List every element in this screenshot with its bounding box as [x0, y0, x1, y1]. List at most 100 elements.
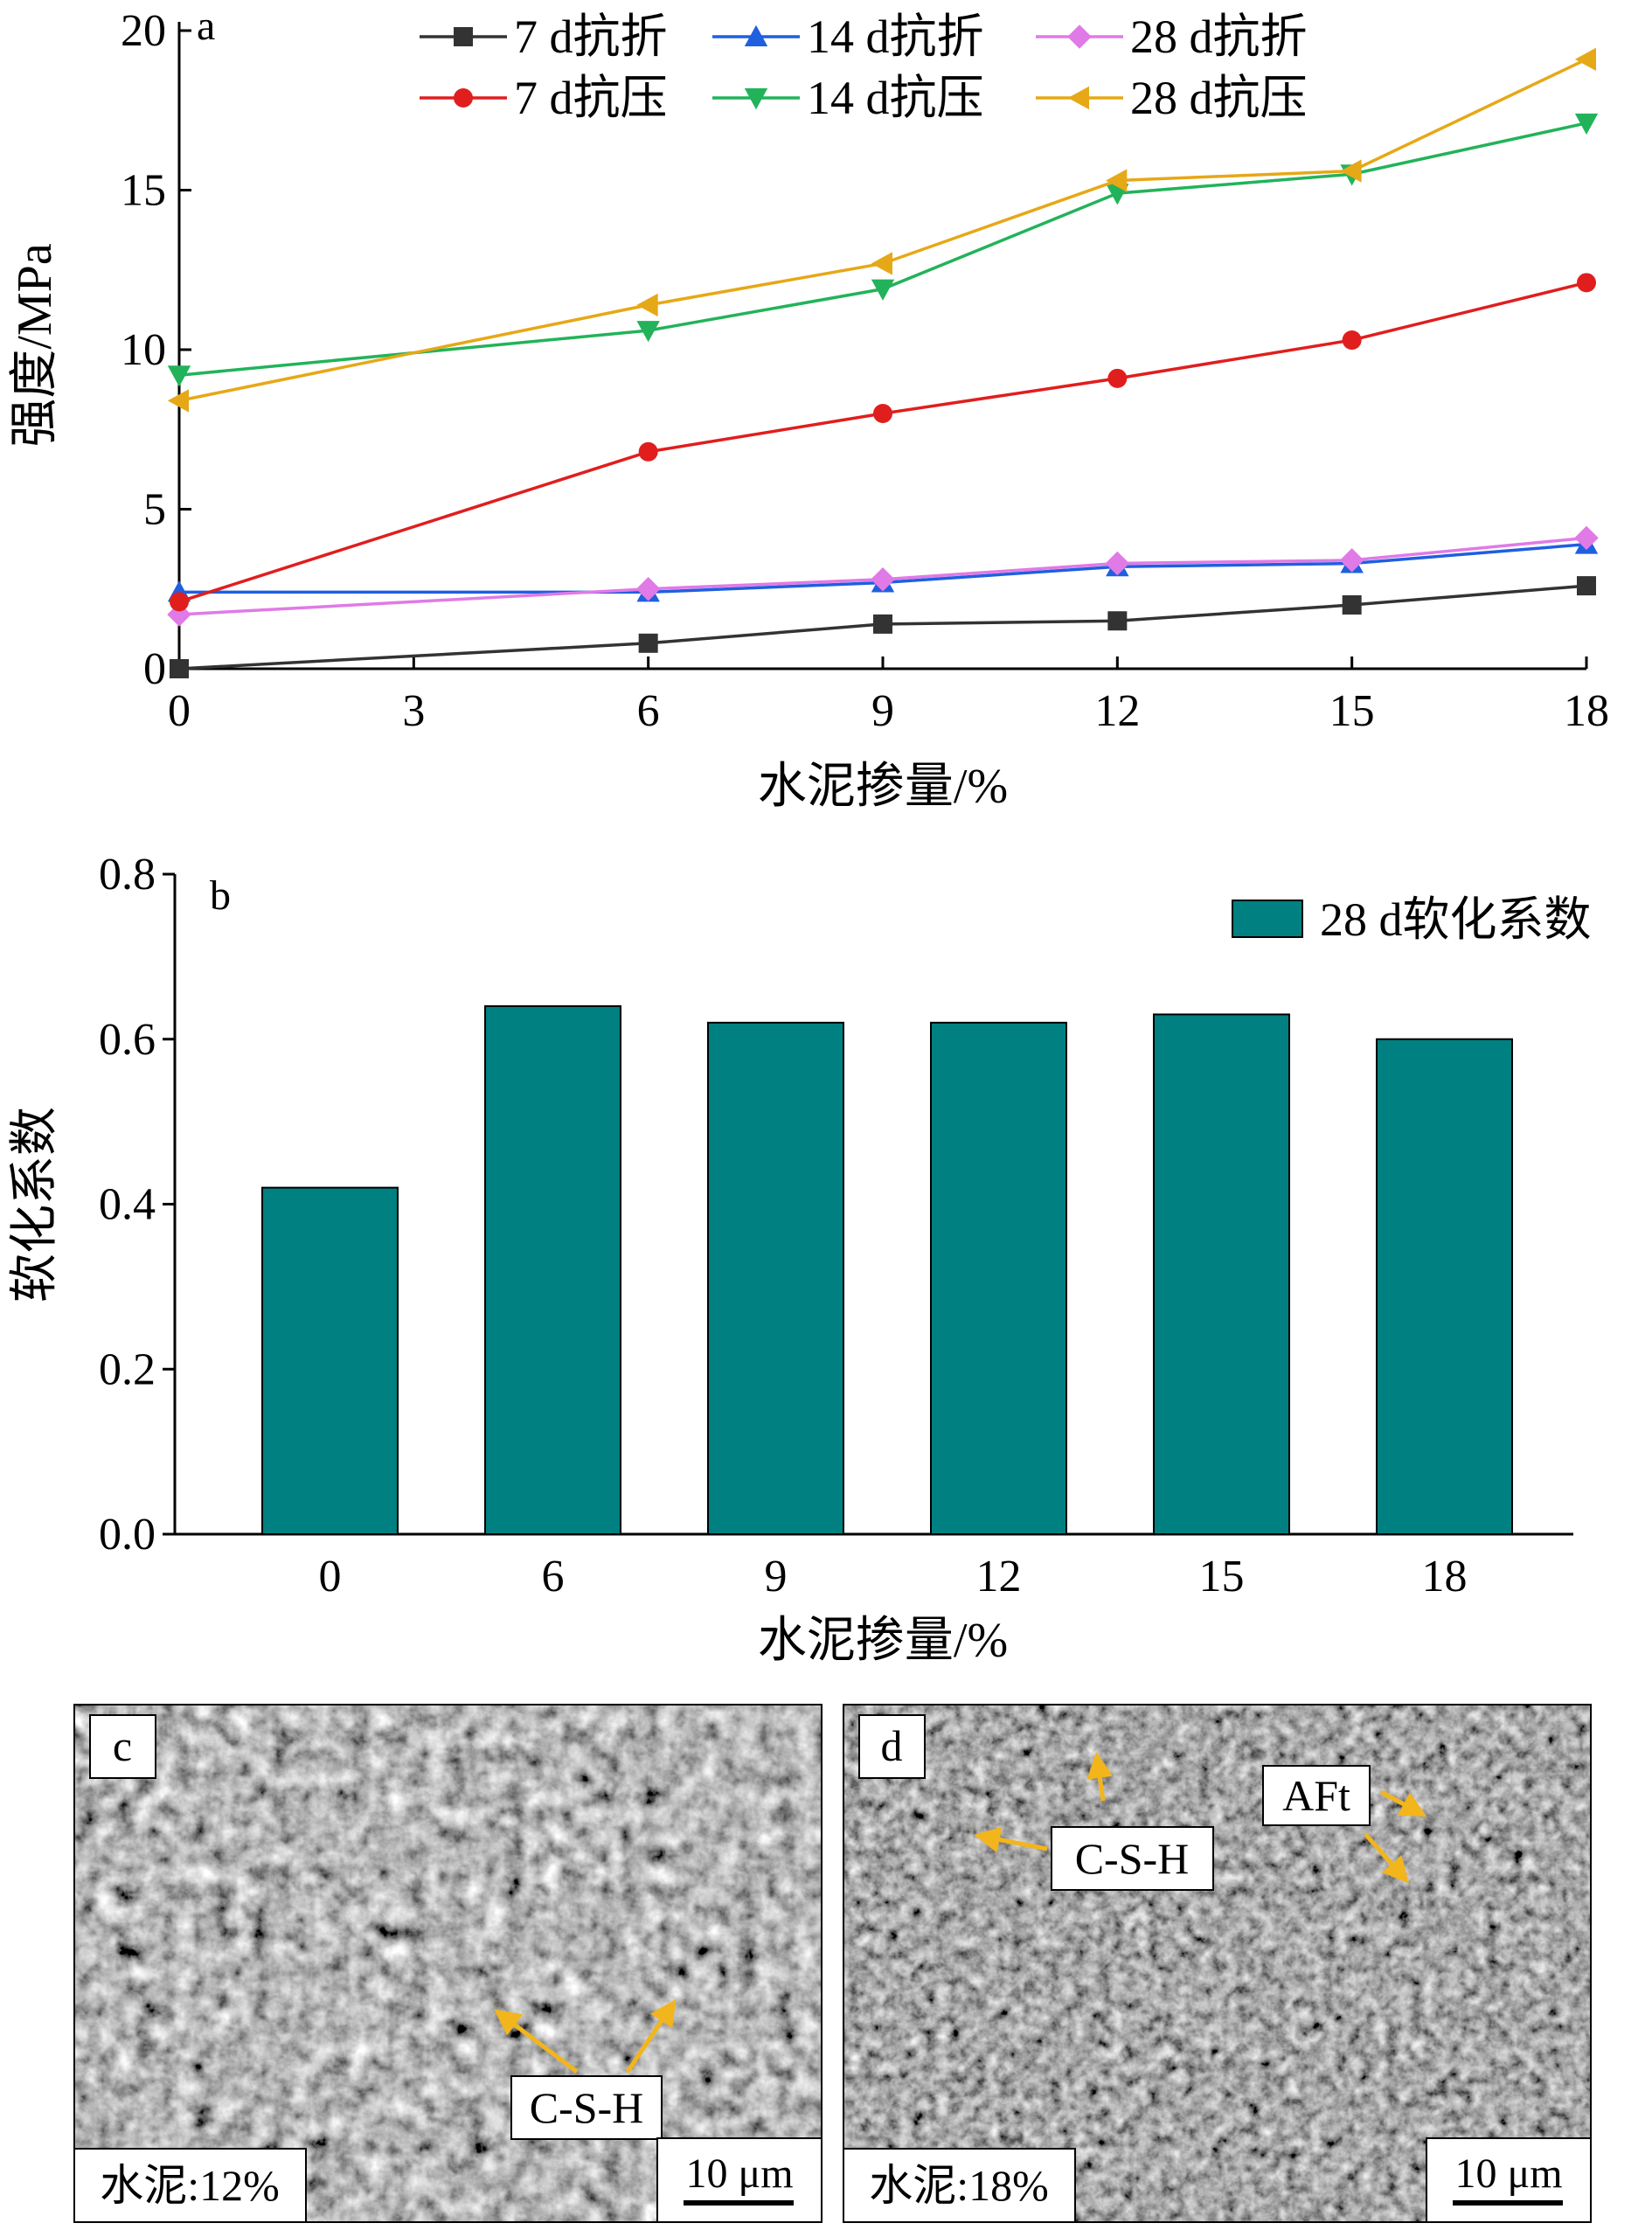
series-line-4: [170, 273, 1596, 612]
legend-b: 28 d软化系数: [1232, 893, 1592, 946]
annotation-arrow-c-1: [494, 2009, 579, 2074]
x-tick-label-a: 6: [637, 686, 660, 736]
point: [873, 614, 892, 634]
x-tick-label-b: 9: [765, 1552, 788, 1601]
point: [636, 293, 658, 317]
y-tick-label-a: 0: [143, 644, 166, 694]
panel-label-b: b: [210, 872, 231, 919]
bar: [1376, 1038, 1513, 1535]
x-tick-label-b: 15: [1199, 1552, 1245, 1601]
annotation-arrow-d-4: [1364, 1832, 1409, 1884]
line-chart-panel-a: 0 5 10 15 20 0 3 6 9 12 15 18 a 水泥掺量/% 强度/MPa 7 d抗…: [8, 3, 1609, 814]
legend-label-a: 28 d抗压: [1130, 72, 1308, 124]
y-tick-label-b: 0.0: [99, 1510, 156, 1560]
sem-texture-c: [74, 1705, 822, 2222]
legend-swatch-b: [1232, 900, 1303, 938]
legend-label-a: 14 d抗压: [807, 72, 984, 124]
point: [1577, 273, 1596, 293]
series-line-6: [167, 47, 1596, 413]
y-tick-label-b: 0.2: [99, 1344, 156, 1394]
annotation-label-d-aft: AFt: [1282, 1771, 1350, 1820]
point: [1342, 330, 1362, 351]
x-tick-label-b: 6: [542, 1552, 565, 1601]
point: [873, 404, 892, 423]
legend-entry-a: 28 d抗折: [1036, 10, 1308, 63]
scalebar-label-c: 10 μm: [685, 2150, 793, 2197]
annotation-box-d-csh: [1051, 1826, 1214, 1891]
series-path: [178, 536, 1587, 616]
legend-entry-a: 7 d抗压: [420, 72, 668, 124]
y-tick-label-a: 10: [121, 325, 166, 375]
legend-entry-a: 28 d抗压: [1036, 72, 1308, 124]
legend-entry-a: 7 d抗折: [420, 10, 668, 63]
bars-b: [261, 1005, 1513, 1535]
series-path: [178, 122, 1587, 377]
caption-c: 水泥:12%: [100, 2161, 280, 2210]
point: [744, 88, 768, 110]
x-ticks-a: 0 3 6 9 12 15 18: [168, 656, 1609, 736]
bar: [707, 1021, 844, 1535]
series-a: [167, 47, 1599, 678]
legend-label-a: 14 d抗折: [807, 10, 984, 63]
panel-label-box-c: [89, 1714, 156, 1779]
annotation-label-c-csh: C-S-H: [530, 2083, 644, 2132]
caption-box-c: [73, 2148, 307, 2223]
annotation-arrow-d-3: [1379, 1789, 1427, 1817]
bar: [261, 1186, 399, 1535]
panel-label-d: d: [881, 1721, 903, 1770]
x-tick-label-a: 3: [402, 686, 425, 736]
point: [454, 27, 473, 46]
point: [170, 659, 189, 678]
annotation-box-c: [510, 2075, 663, 2140]
point: [1574, 525, 1599, 551]
point: [1339, 548, 1364, 573]
scalebar-box-c: [656, 2137, 823, 2223]
annotation-box-d-aft: [1262, 1765, 1371, 1826]
legend-entry-a: 14 d抗压: [712, 72, 984, 124]
legend-label-a: 28 d抗折: [1130, 10, 1308, 63]
annotation-arrow-d-1: [974, 1826, 1048, 1853]
panel-label-c: c: [113, 1721, 132, 1770]
point: [638, 633, 658, 653]
point: [1107, 368, 1128, 388]
bar: [484, 1005, 621, 1535]
point: [638, 441, 658, 462]
point: [1340, 159, 1362, 183]
point: [167, 365, 191, 387]
panel-label-box-d: [858, 1714, 926, 1779]
series-line-2: [167, 532, 1599, 602]
annotation-arrow-c-2: [625, 1999, 677, 2074]
legend-label-a: 7 d抗压: [514, 72, 668, 124]
point: [744, 24, 768, 46]
y-tick-label-a: 20: [121, 6, 166, 56]
series-path: [178, 58, 1587, 403]
series-line-3: [167, 525, 1599, 627]
x-tick-label-a: 12: [1094, 686, 1140, 736]
legend-label-b: 28 d软化系数: [1320, 893, 1592, 946]
point: [1067, 24, 1092, 49]
point: [635, 577, 661, 601]
point: [1342, 595, 1362, 615]
y-axis-label-b: 软化系数: [8, 1107, 62, 1303]
x-ticks-b: 0 6 9 12 15 18: [319, 1552, 1468, 1601]
point: [1106, 169, 1128, 192]
legend-a: 7 d抗折 14 d抗折 28 d抗折 7 d抗压 14 d抗压 28 d抗压: [420, 10, 1308, 124]
point: [871, 567, 895, 592]
point: [1574, 113, 1599, 135]
x-tick-label-b: 18: [1422, 1552, 1468, 1601]
annotation-label-d-csh: C-S-H: [1075, 1834, 1190, 1883]
point: [170, 592, 189, 612]
sem-frame-d: [843, 1704, 1592, 2223]
y-tick-label-b: 0.4: [99, 1180, 156, 1230]
x-axis-label-b: 水泥掺量/%: [758, 1614, 1008, 1668]
scalebar-label-d: 10 μm: [1454, 2150, 1562, 2197]
bar-chart-panel-b: 0.00.20.40.60.8 0 6 9 12 15 18 b 水泥掺量/% 软化系数 …: [8, 850, 1592, 1668]
panel-label-a: a: [197, 3, 215, 49]
point: [1577, 576, 1596, 596]
point: [871, 252, 892, 275]
point: [1574, 47, 1596, 72]
y-tick-label-a: 15: [121, 166, 166, 216]
point: [1067, 86, 1089, 110]
series-path: [178, 281, 1587, 604]
x-tick-label-a: 9: [871, 686, 894, 736]
